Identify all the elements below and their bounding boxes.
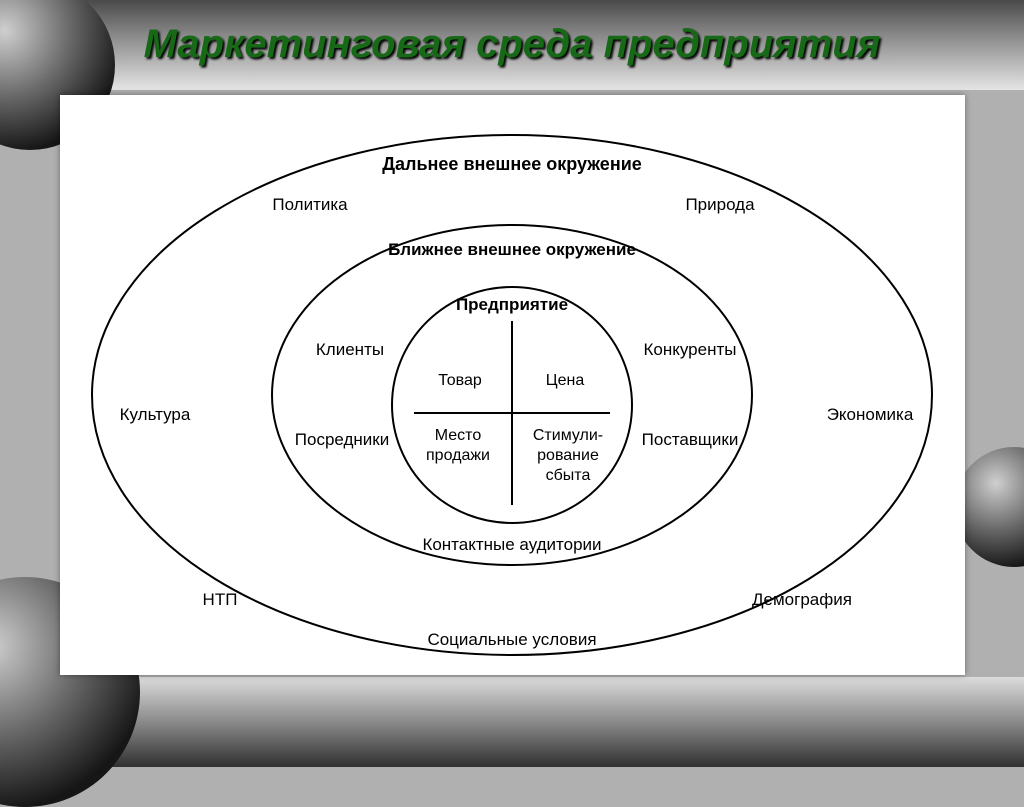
inner-label-6: сбыта bbox=[546, 467, 591, 484]
bg-gradient-bottom bbox=[0, 677, 1024, 767]
middle-label-4: Контактные аудитории bbox=[422, 535, 601, 554]
middle-label-1: Конкуренты bbox=[644, 340, 737, 359]
diagram-card: Дальнее внешнее окружение Ближнее внешнее… bbox=[60, 95, 965, 675]
middle-ring-header: Ближнее внешнее окружение bbox=[388, 240, 636, 259]
inner-label-5: рование bbox=[537, 447, 599, 464]
middle-label-3: Поставщики bbox=[642, 430, 739, 449]
outer-label-6: Социальные условия bbox=[427, 630, 596, 649]
middle-label-2: Посредники bbox=[295, 430, 389, 449]
inner-ring-header: Предприятие bbox=[456, 295, 568, 314]
middle-label-0: Клиенты bbox=[316, 340, 384, 359]
outer-label-1: Природа bbox=[685, 195, 755, 214]
outer-label-2: Культура bbox=[120, 405, 191, 424]
outer-label-5: Демография bbox=[752, 590, 852, 609]
outer-label-0: Политика bbox=[272, 195, 348, 214]
outer-label-4: НТП bbox=[203, 590, 238, 609]
inner-label-2: Место bbox=[435, 427, 482, 444]
slide: Маркетинговая среда предприятия Дальнее … bbox=[0, 0, 1024, 767]
slide-title: Маркетинговая среда предприятия bbox=[50, 22, 974, 67]
outer-label-3: Экономика bbox=[827, 405, 914, 424]
inner-label-1: Цена bbox=[546, 372, 585, 389]
nested-ellipse-diagram: Дальнее внешнее окружение Ближнее внешнее… bbox=[60, 95, 965, 675]
inner-label-0: Товар bbox=[438, 372, 482, 389]
outer-ring-header: Дальнее внешнее окружение bbox=[382, 154, 642, 174]
inner-label-4: Стимули- bbox=[533, 427, 603, 444]
inner-label-3: продажи bbox=[426, 447, 490, 464]
